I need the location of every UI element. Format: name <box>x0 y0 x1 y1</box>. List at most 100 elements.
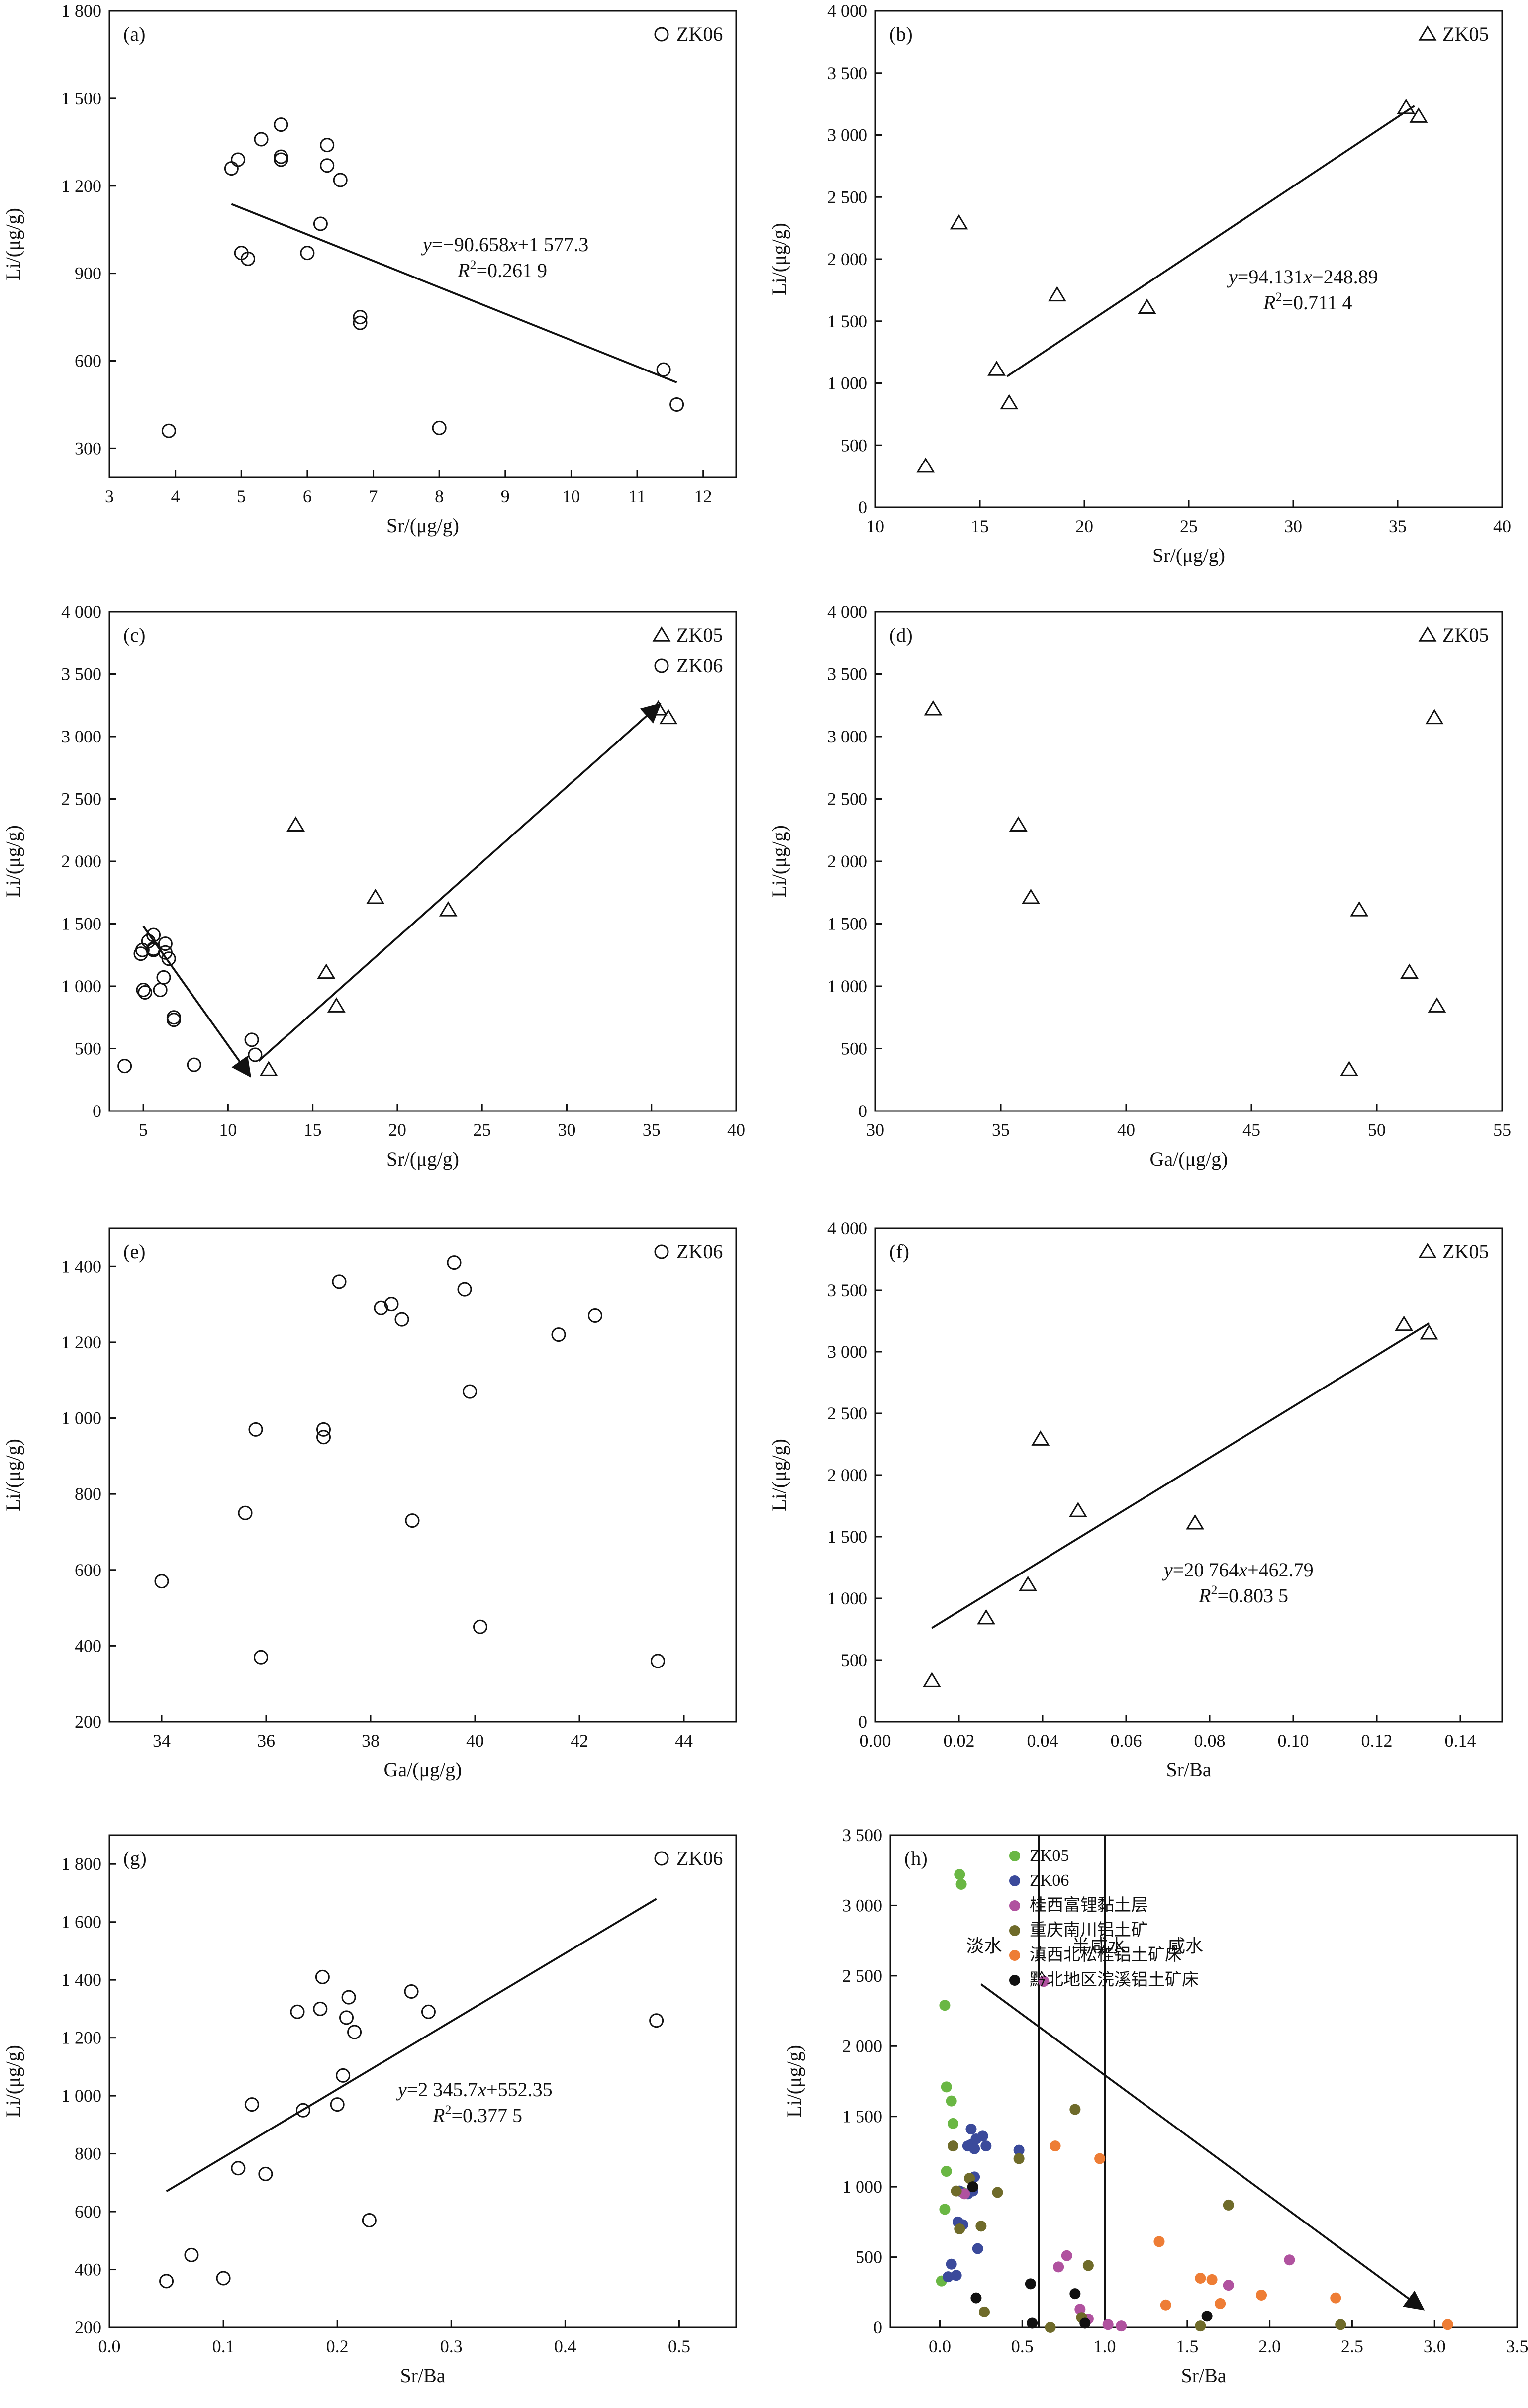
data-point <box>254 1650 268 1665</box>
data-point <box>1069 2288 1081 2300</box>
y-tick-label: 1 400 <box>61 1256 101 1276</box>
plot-frame <box>108 611 737 1112</box>
legend-label: 滇西北松桂铝土矿床 <box>1030 1945 1182 1964</box>
data-point <box>384 1297 399 1312</box>
fit-r2: R2=0.377 5 <box>432 2103 522 2127</box>
fit-r2: R2=0.261 9 <box>457 258 547 281</box>
x-tick-label: 0.2 <box>326 2336 349 2356</box>
y-tick-label: 1 000 <box>827 1588 867 1608</box>
x-tick-label: 0.5 <box>668 2336 690 2356</box>
y-tick-label: 200 <box>75 2317 101 2337</box>
data-point <box>1045 2322 1056 2333</box>
series-桂西富锂黏土层 <box>959 1976 1295 2332</box>
data-point <box>153 983 168 998</box>
data-point <box>1284 2254 1295 2266</box>
data-point <box>951 2185 962 2197</box>
x-tick-label: 40 <box>1117 1120 1135 1140</box>
data-point <box>231 2161 246 2176</box>
series-ZK06 <box>161 117 684 438</box>
x-tick-label: 7 <box>369 486 378 506</box>
x-tick-label: 20 <box>388 1120 406 1140</box>
salinity-zone-label: 半咸水 <box>1072 1936 1126 1956</box>
data-point <box>1195 2320 1206 2332</box>
data-point <box>1256 2289 1267 2301</box>
data-point <box>432 420 447 435</box>
data-point <box>316 1422 331 1437</box>
regression-line <box>1006 105 1415 377</box>
x-tick-label: 0.04 <box>1027 1731 1058 1751</box>
y-tick-label: 1 800 <box>61 1 101 21</box>
legend: ZK06 <box>654 23 723 45</box>
legend-marker <box>1418 25 1437 41</box>
legend-label: ZK06 <box>676 1847 723 1869</box>
y-tick-label: 0 <box>859 1712 867 1732</box>
y-tick-label: 1 500 <box>842 2107 882 2127</box>
x-tick-label: 15 <box>304 1120 322 1140</box>
regression-line <box>231 203 677 383</box>
data-point <box>916 457 935 473</box>
legend-label: ZK06 <box>676 654 723 677</box>
data-point <box>1069 1502 1087 1517</box>
x-axis-title: Sr/Ba <box>400 2364 445 2387</box>
y-tick-label: 2 000 <box>842 2036 882 2056</box>
y-tick-label: 2 500 <box>842 1966 882 1986</box>
data-point <box>1074 2304 1086 2315</box>
panel-label: (b) <box>889 23 913 45</box>
fit-equation: y=94.131x−248.89 <box>1227 266 1378 288</box>
data-point <box>353 310 368 325</box>
x-tick-label: 30 <box>866 1120 884 1140</box>
x-tick-label: 0.3 <box>440 2336 463 2356</box>
series-ZK05 <box>916 98 1428 473</box>
x-tick-label: 30 <box>1284 516 1302 536</box>
legend-marker <box>654 27 669 42</box>
data-point <box>1397 98 1416 114</box>
y-tick-label: 800 <box>75 2144 101 2164</box>
panel-label: (g) <box>123 1847 147 1869</box>
data-point <box>295 2103 310 2118</box>
y-tick-label: 2 500 <box>827 1403 867 1423</box>
data-point <box>313 216 328 231</box>
series-黔北地区浣溪铝土矿床 <box>967 2181 1213 2329</box>
y-tick-label: 1 000 <box>61 976 101 996</box>
data-point <box>347 2025 362 2039</box>
plot-frame <box>874 10 1503 508</box>
x-tick-label: 15 <box>971 516 989 536</box>
series-滇西北松桂铝土矿床 <box>1050 2140 1453 2330</box>
panel-label: (a) <box>123 23 145 45</box>
data-point <box>315 1969 330 1984</box>
data-point <box>394 1312 409 1327</box>
y-tick-label: 1 500 <box>61 89 101 108</box>
x-axis-title: Ga/(μg/g) <box>384 1759 462 1781</box>
x-tick-label: 0.0 <box>98 2336 121 2356</box>
x-tick-label: 2.5 <box>1341 2336 1363 2356</box>
x-tick-label: 0.12 <box>1361 1731 1393 1751</box>
data-point <box>330 2097 345 2112</box>
data-point <box>161 951 176 966</box>
data-point <box>980 2140 992 2152</box>
x-tick-label: 0.02 <box>944 1731 975 1751</box>
plot-frame <box>108 1227 737 1723</box>
x-tick-label: 0.14 <box>1445 1731 1476 1751</box>
x-tick-label: 9 <box>501 486 510 506</box>
data-point <box>244 2097 259 2112</box>
legend-marker <box>654 1244 669 1259</box>
y-tick-label: 800 <box>75 1484 101 1504</box>
data-point <box>316 1430 331 1445</box>
x-tick-label: 3 <box>105 486 114 506</box>
x-tick-label: 0.00 <box>860 1731 891 1751</box>
data-point <box>136 983 151 998</box>
y-tick-label: 1 500 <box>827 914 867 934</box>
data-point <box>1335 2319 1346 2330</box>
data-point <box>969 2143 980 2154</box>
legend: ZK06 <box>654 1240 723 1263</box>
data-point <box>964 2173 975 2184</box>
y-axis-title: Li/(μg/g) <box>768 223 790 295</box>
data-point <box>1038 1976 1050 1987</box>
legend-marker <box>1009 1900 1020 1911</box>
data-point <box>1223 2199 1234 2211</box>
data-point <box>975 2221 987 2232</box>
data-point <box>955 1879 967 1890</box>
trend-arrow <box>142 926 251 1078</box>
data-point <box>473 1619 487 1634</box>
x-tick-label: 42 <box>571 1731 588 1751</box>
